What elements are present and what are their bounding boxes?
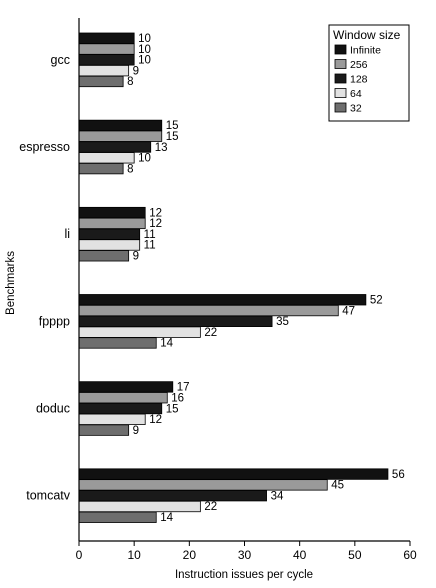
legend-label-64: 64 [350,88,362,100]
value-label-espresso-64: 10 [138,153,151,165]
bar-li-64 [78,239,141,251]
value-label-doduc-64: 12 [149,414,162,426]
bar-fpppp-128 [78,315,273,328]
x-tick-label-40: 40 [293,548,307,562]
value-label-doduc-Infinite: 17 [177,382,190,394]
legend-swatch-32 [334,102,347,113]
bar-tomcatv-32 [78,511,157,523]
legend-swatch-128 [334,73,347,84]
value-label-gcc-Infinite: 10 [138,33,151,45]
value-label-li-128: 11 [144,229,156,241]
value-label-fpppp-32: 14 [160,338,173,350]
value-label-gcc-32: 8 [127,76,133,88]
value-label-fpppp-64: 22 [204,327,217,339]
value-label-doduc-32: 9 [133,425,139,437]
bar-gcc-64 [78,65,130,77]
bar-doduc-Infinite [78,381,174,393]
bar-tomcatv-64 [78,500,201,513]
value-label-fpppp-Infinite: 52 [370,295,383,307]
value-label-espresso-32: 8 [127,163,133,175]
x-tick-label-0: 0 [76,548,83,562]
bar-doduc-256 [78,392,168,404]
category-label-gcc: gcc [51,53,70,67]
category-label-fpppp: fpppp [39,314,70,328]
bar-gcc-Infinite [78,32,135,44]
value-label-gcc-128: 10 [138,55,151,67]
bar-li-Infinite [78,206,146,219]
bar-fpppp-Infinite [78,294,367,306]
x-tick-label-10: 10 [127,548,141,562]
value-label-tomcatv-128: 34 [271,490,284,502]
bar-tomcatv-128 [78,490,267,502]
value-label-li-64: 11 [144,240,156,252]
value-label-fpppp-128: 35 [276,316,289,328]
legend-label-128: 128 [350,74,368,86]
bar-espresso-Infinite [78,119,163,132]
value-label-li-Infinite: 12 [149,207,162,219]
x-tick-label-20: 20 [183,548,197,562]
x-tick-label-50: 50 [348,548,362,562]
bar-tomcatv-256 [78,479,328,491]
y-axis-title: Benchmarks [5,251,17,315]
legend-swatch-64 [334,88,347,98]
bar-tomcatv-Infinite [78,468,389,480]
legend-label-Infinite: Infinite [350,45,381,57]
bar-gcc-32 [78,75,124,88]
category-label-espresso: espresso [19,140,70,154]
value-label-doduc-128: 15 [166,403,179,415]
bar-fpppp-256 [78,304,339,317]
bar-doduc-32 [78,424,130,436]
bar-espresso-128 [78,141,152,153]
value-label-tomcatv-Infinite: 56 [392,469,405,481]
category-label-doduc: doduc [36,402,70,416]
bar-gcc-256 [78,43,135,55]
bar-gcc-128 [78,54,135,66]
bar-li-256 [78,217,146,230]
bar-doduc-64 [78,413,146,425]
value-label-li-256: 12 [149,218,162,230]
bar-fpppp-32 [78,337,157,349]
legend-label-32: 32 [350,103,362,115]
legend-swatch-Infinite [334,44,347,55]
bars-layer [78,32,389,523]
value-label-li-32: 9 [133,251,139,263]
category-label-li: li [64,227,70,241]
legend-swatch-256 [334,59,347,69]
bar-espresso-64 [78,152,135,164]
bar-espresso-256 [78,130,163,142]
value-label-espresso-Infinite: 15 [166,120,179,132]
legend-label-256: 256 [350,59,368,71]
value-label-tomcatv-64: 22 [204,501,217,513]
x-tick-label-30: 30 [238,548,252,562]
value-labels-layer: 1010109815151310812121111952473522141716… [127,33,405,524]
x-ticks-layer: 0 10 20 30 40 50 60 [76,541,417,562]
value-label-espresso-128: 13 [155,142,168,154]
legend: Window size Infinite 256 128 64 32 [328,24,410,122]
bar-doduc-128 [78,402,163,415]
value-label-doduc-256: 16 [171,392,184,404]
value-label-tomcatv-32: 14 [160,512,173,524]
value-label-espresso-256: 15 [166,131,179,143]
bar-li-128 [78,228,141,240]
bar-espresso-32 [78,162,124,175]
x-tick-label-60: 60 [403,548,417,562]
value-label-gcc-256: 10 [138,44,151,56]
legend-title: Window size [333,28,401,42]
value-label-gcc-64: 9 [133,65,139,77]
value-label-tomcatv-256: 45 [331,480,344,492]
bar-fpppp-64 [78,326,201,338]
bar-li-32 [78,250,130,262]
category-labels-layer: gcc espresso li fpppp doduc tomcatv [19,53,70,503]
x-axis-title: Instruction issues per cycle [175,569,313,581]
category-label-tomcatv: tomcatv [26,489,71,503]
value-label-fpppp-256: 47 [342,305,355,317]
